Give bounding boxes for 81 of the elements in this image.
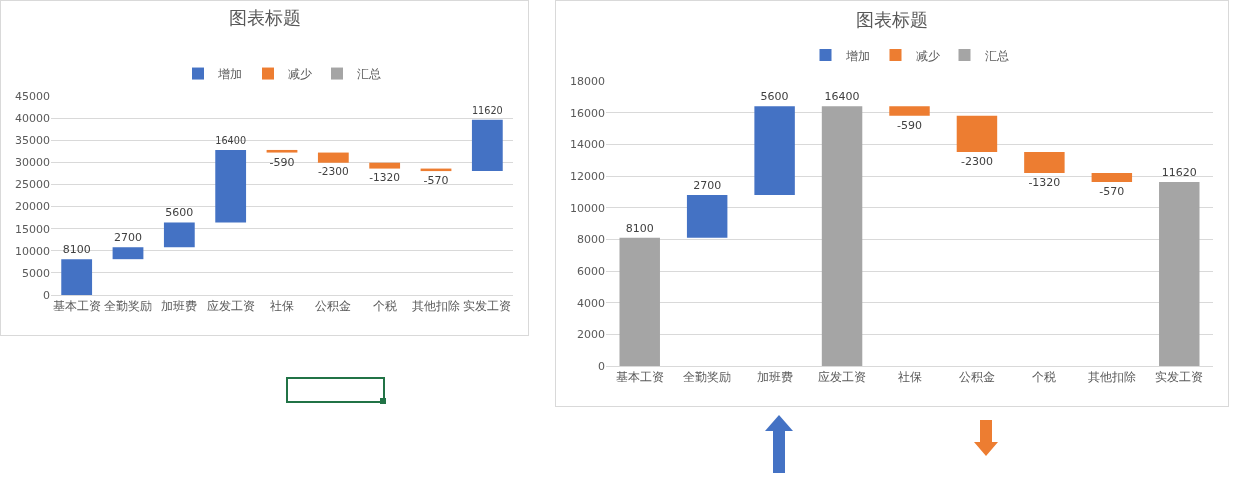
data-label: 2700 (693, 179, 722, 192)
x-tick-label: 应发工资 (206, 299, 255, 314)
x-tick-label: 应发工资 (818, 370, 867, 385)
x-tick-label: 全勤奖励 (104, 299, 152, 314)
x-tick-label: 实发工资 (463, 299, 512, 314)
data-label: -590 (897, 118, 922, 132)
chart-title: 图表标题 (228, 6, 301, 28)
x-tick-label: 公积金 (315, 299, 352, 314)
bar (956, 115, 998, 153)
bar (889, 106, 930, 116)
data-label: -2300 (317, 165, 349, 178)
data-label: 8100 (625, 221, 654, 235)
bar (686, 195, 728, 238)
legend-label: 汇总 (357, 67, 381, 82)
y-tick-label: 35000 (15, 134, 50, 148)
y-tick-label: 4000 (577, 296, 605, 310)
y-tick-label: 6000 (577, 264, 605, 278)
data-label: 5600 (760, 90, 789, 104)
legend-label: 增加 (844, 48, 870, 63)
bar (619, 237, 660, 366)
x-tick-label: 全勤奖励 (683, 370, 732, 385)
x-tick-label: 个税 (1032, 370, 1057, 385)
y-tick-label: 30000 (15, 156, 50, 170)
y-tick-label: 14000 (570, 138, 605, 152)
data-label: -1320 (1028, 175, 1061, 189)
y-tick-label: 2000 (577, 328, 605, 342)
legend-label: 减少 (915, 48, 940, 63)
bar (754, 106, 795, 195)
y-tick-label: 8000 (577, 233, 605, 247)
data-label: 2700 (114, 231, 142, 245)
x-tick-label: 社保 (897, 370, 922, 385)
x-tick-label: 实发工资 (1155, 370, 1204, 385)
bar (821, 106, 863, 366)
data-label: 11620 (471, 105, 503, 117)
bar (163, 222, 195, 248)
chart-title: 图表标题 (856, 8, 928, 30)
y-tick-label: 12000 (570, 169, 605, 183)
x-tick-label: 加班费 (756, 370, 793, 385)
x-tick-label: 基本工资 (615, 370, 664, 385)
bar (1024, 152, 1065, 173)
x-tick-label: 其他扣除 (412, 299, 460, 314)
y-tick-label: 16000 (570, 106, 605, 120)
y-tick-label: 40000 (15, 111, 50, 125)
bar (61, 259, 93, 295)
legend-label: 减少 (288, 67, 312, 82)
y-tick-label: 10000 (15, 244, 50, 258)
x-tick-label: 加班费 (161, 299, 198, 314)
x-tick-label: 基本工资 (52, 299, 101, 314)
bar (1091, 172, 1133, 183)
bar (266, 149, 298, 153)
bar (317, 152, 349, 163)
data-label: -570 (423, 174, 449, 188)
bar (215, 149, 247, 223)
y-tick-label: 0 (598, 359, 605, 373)
data-label: 16400 (215, 135, 247, 147)
data-label: -2300 (960, 155, 993, 169)
y-tick-label: 20000 (15, 200, 50, 214)
bar (369, 162, 401, 169)
y-tick-label: 10000 (570, 201, 605, 215)
x-tick-label: 公积金 (958, 370, 995, 385)
y-tick-label: 18000 (570, 74, 605, 88)
data-label: -590 (269, 155, 295, 169)
data-label: 16400 (824, 90, 860, 104)
y-tick-label: 25000 (15, 178, 50, 192)
bar (112, 247, 144, 260)
bar (1159, 182, 1200, 366)
data-label: 5600 (165, 206, 194, 220)
y-tick-label: 45000 (15, 89, 50, 103)
data-label: 11620 (1161, 166, 1197, 180)
x-tick-label: 其他扣除 (1087, 370, 1136, 385)
x-tick-label: 个税 (372, 299, 397, 314)
y-tick-label: 5000 (22, 266, 50, 280)
data-label: 8100 (62, 243, 91, 257)
legend-label: 汇总 (984, 48, 1009, 63)
y-tick-label: 15000 (15, 222, 50, 236)
bar (471, 119, 503, 172)
x-tick-label: 社保 (270, 299, 294, 314)
data-label: -570 (1099, 185, 1125, 199)
legend-label: 增加 (217, 67, 242, 82)
data-label: -1320 (369, 171, 401, 184)
y-tick-label: 0 (43, 288, 50, 302)
